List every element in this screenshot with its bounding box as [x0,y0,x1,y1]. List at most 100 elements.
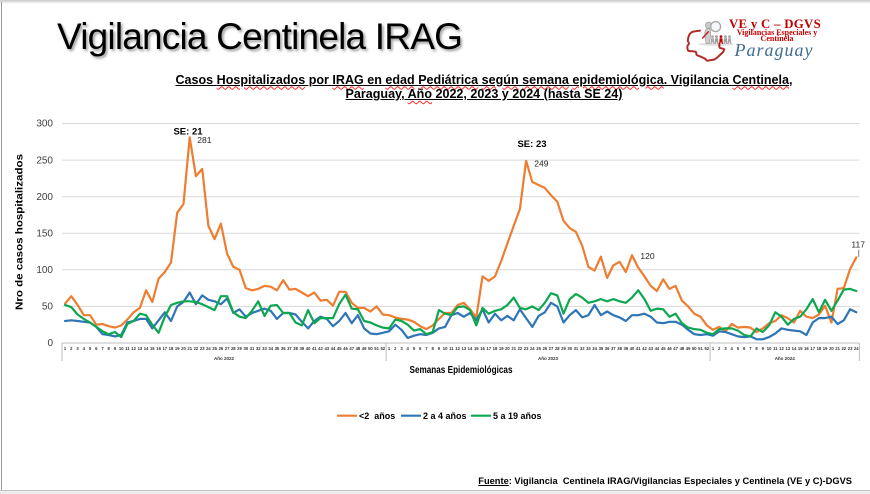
svg-text:20: 20 [829,346,834,351]
svg-text:27: 27 [225,346,230,351]
svg-text:40: 40 [630,346,635,351]
svg-text:Nro de casos hospitalizados: Nro de casos hospitalizados [14,154,26,310]
svg-text:43: 43 [324,346,329,351]
svg-text:16: 16 [804,346,809,351]
svg-text:25: 25 [212,346,217,351]
svg-text:51: 51 [374,346,379,351]
svg-text:14: 14 [144,346,149,351]
svg-text:28: 28 [555,346,560,351]
svg-text:3: 3 [76,346,79,351]
svg-text:117: 117 [851,240,865,250]
svg-text:52: 52 [380,346,385,351]
svg-text:50: 50 [42,302,54,313]
svg-text:21: 21 [187,346,192,351]
svg-text:13: 13 [461,346,466,351]
svg-text:12: 12 [131,346,136,351]
svg-text:15: 15 [150,346,155,351]
svg-text:22: 22 [841,346,846,351]
svg-text:6: 6 [95,346,98,351]
svg-text:8: 8 [755,346,758,351]
svg-text:9: 9 [762,346,765,351]
svg-text:3: 3 [724,346,727,351]
svg-text:32: 32 [256,346,261,351]
svg-text:17: 17 [162,346,167,351]
svg-text:15: 15 [474,346,479,351]
svg-text:38: 38 [293,346,298,351]
svg-text:36: 36 [605,346,610,351]
svg-text:23: 23 [524,346,529,351]
svg-text:46: 46 [343,346,348,351]
svg-text:35: 35 [599,346,604,351]
svg-text:14: 14 [468,346,473,351]
svg-text:Año 2024: Año 2024 [775,356,796,361]
svg-text:5: 5 [89,346,92,351]
svg-text:39: 39 [299,346,304,351]
svg-text:30: 30 [243,346,248,351]
svg-text:120: 120 [640,251,654,261]
svg-text:34: 34 [592,346,597,351]
svg-text:45: 45 [661,346,666,351]
svg-text:45: 45 [337,346,342,351]
svg-text:200: 200 [36,192,53,203]
svg-text:13: 13 [785,346,790,351]
svg-text:8: 8 [432,346,435,351]
svg-text:44: 44 [655,346,660,351]
svg-text:Semanas Epidemiológicas: Semanas Epidemiológicas [410,365,513,376]
svg-text:22: 22 [518,346,523,351]
svg-text:25: 25 [536,346,541,351]
svg-text:37: 37 [287,346,292,351]
svg-text:18: 18 [493,346,498,351]
svg-text:20: 20 [505,346,510,351]
svg-text:23: 23 [200,346,205,351]
svg-text:22: 22 [194,346,199,351]
svg-text:26: 26 [219,346,224,351]
svg-text:17: 17 [810,346,815,351]
svg-text:250: 250 [36,155,53,166]
svg-text:47: 47 [349,346,354,351]
svg-text:3: 3 [400,346,403,351]
svg-text:31: 31 [574,346,579,351]
svg-text:33: 33 [586,346,591,351]
svg-text:34: 34 [268,346,273,351]
svg-text:36: 36 [281,346,286,351]
svg-text:11: 11 [125,346,130,351]
svg-text:9: 9 [438,346,441,351]
svg-text:10: 10 [767,346,772,351]
svg-text:8: 8 [108,346,111,351]
svg-text:16: 16 [156,346,161,351]
svg-text:5 a 19 años: 5 a 19 años [493,411,542,421]
svg-text:18: 18 [817,346,822,351]
svg-text:16: 16 [480,346,485,351]
svg-text:19: 19 [499,346,504,351]
svg-text:40: 40 [306,346,311,351]
svg-text:39: 39 [623,346,628,351]
svg-text:1: 1 [388,346,391,351]
svg-text:23: 23 [848,346,853,351]
svg-text:12: 12 [779,346,784,351]
svg-text:26: 26 [542,346,547,351]
svg-text:4: 4 [731,346,734,351]
svg-text:10: 10 [119,346,124,351]
svg-text:43: 43 [648,346,653,351]
svg-text:12: 12 [455,346,460,351]
svg-text:30: 30 [567,346,572,351]
svg-text:2 a 4 años: 2 a 4 años [423,411,467,421]
svg-text:49: 49 [686,346,691,351]
svg-text:Año 2023: Año 2023 [538,356,559,361]
svg-text:33: 33 [262,346,267,351]
svg-text:20: 20 [181,346,186,351]
svg-text:50: 50 [368,346,373,351]
svg-text:11: 11 [773,346,778,351]
svg-text:24: 24 [206,346,211,351]
svg-text:1: 1 [712,346,715,351]
svg-text:2: 2 [70,346,73,351]
svg-text:37: 37 [611,346,616,351]
svg-text:13: 13 [138,346,143,351]
svg-text:300: 300 [36,119,53,130]
svg-text:6: 6 [419,346,422,351]
svg-text:1: 1 [64,346,67,351]
svg-text:2: 2 [718,346,721,351]
svg-text:19: 19 [823,346,828,351]
svg-text:18: 18 [169,346,174,351]
svg-text:11: 11 [449,346,454,351]
